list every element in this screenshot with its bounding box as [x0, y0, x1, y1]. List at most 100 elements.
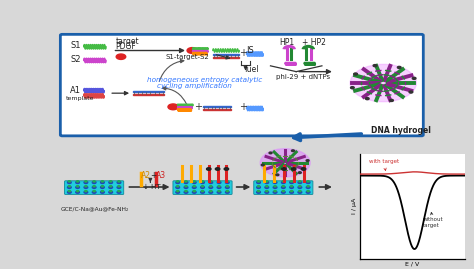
- Circle shape: [261, 164, 264, 166]
- Circle shape: [266, 186, 268, 187]
- Circle shape: [109, 191, 112, 193]
- Circle shape: [299, 181, 301, 182]
- Circle shape: [117, 191, 121, 193]
- Circle shape: [217, 191, 221, 193]
- Circle shape: [176, 181, 180, 183]
- Circle shape: [93, 181, 95, 182]
- Circle shape: [76, 181, 80, 183]
- Circle shape: [266, 190, 268, 192]
- Circle shape: [409, 91, 413, 93]
- Circle shape: [67, 191, 71, 193]
- Circle shape: [210, 186, 212, 187]
- Circle shape: [273, 181, 277, 183]
- Bar: [133, 94, 164, 95]
- Circle shape: [298, 181, 301, 183]
- Circle shape: [85, 190, 87, 192]
- Circle shape: [177, 186, 179, 187]
- Circle shape: [290, 191, 293, 193]
- Circle shape: [93, 186, 95, 187]
- Circle shape: [274, 186, 276, 187]
- Circle shape: [306, 181, 310, 183]
- Circle shape: [226, 181, 228, 182]
- Circle shape: [299, 190, 301, 192]
- Circle shape: [218, 186, 220, 187]
- Circle shape: [177, 181, 179, 182]
- Circle shape: [260, 149, 310, 177]
- Circle shape: [298, 186, 301, 188]
- Text: phi-29 + dNTPs: phi-29 + dNTPs: [276, 74, 330, 80]
- Circle shape: [226, 186, 229, 188]
- Circle shape: [185, 181, 187, 182]
- Circle shape: [257, 181, 260, 183]
- FancyBboxPatch shape: [173, 181, 232, 194]
- Circle shape: [257, 186, 260, 187]
- Text: +: +: [150, 171, 157, 180]
- Circle shape: [68, 190, 71, 192]
- Circle shape: [184, 191, 188, 193]
- Circle shape: [210, 190, 212, 192]
- Circle shape: [201, 186, 204, 188]
- Circle shape: [207, 168, 211, 170]
- Circle shape: [265, 186, 269, 188]
- Circle shape: [226, 191, 229, 193]
- Circle shape: [193, 190, 195, 192]
- Circle shape: [351, 87, 354, 89]
- Text: DNA hydrogel: DNA hydrogel: [371, 126, 431, 134]
- Circle shape: [209, 191, 213, 193]
- Circle shape: [226, 186, 228, 187]
- Circle shape: [282, 181, 284, 182]
- Circle shape: [118, 181, 120, 182]
- Text: A1: A1: [70, 86, 81, 95]
- Text: target: target: [116, 37, 140, 46]
- Circle shape: [215, 168, 220, 170]
- Bar: [133, 91, 164, 92]
- Circle shape: [257, 186, 260, 188]
- Circle shape: [257, 191, 260, 193]
- Text: +: +: [194, 102, 202, 112]
- Text: S2: S2: [70, 55, 81, 64]
- Text: template: template: [66, 97, 94, 101]
- Circle shape: [109, 181, 112, 182]
- Circle shape: [306, 186, 310, 188]
- Circle shape: [265, 191, 269, 193]
- Circle shape: [365, 98, 369, 100]
- Circle shape: [291, 186, 293, 187]
- Circle shape: [84, 191, 88, 193]
- Circle shape: [76, 186, 80, 188]
- Circle shape: [185, 186, 187, 187]
- Circle shape: [273, 186, 277, 188]
- Circle shape: [217, 181, 221, 183]
- Text: HP1: HP1: [279, 38, 294, 47]
- Bar: [213, 57, 239, 58]
- Circle shape: [269, 152, 272, 154]
- Circle shape: [184, 181, 188, 183]
- Text: homogeneous entropy catalytic: homogeneous entropy catalytic: [147, 77, 263, 83]
- Circle shape: [350, 64, 416, 102]
- Circle shape: [306, 191, 310, 193]
- Circle shape: [201, 190, 204, 192]
- Circle shape: [118, 190, 120, 192]
- Circle shape: [109, 181, 112, 183]
- Circle shape: [84, 181, 88, 183]
- Circle shape: [109, 190, 112, 192]
- Circle shape: [118, 186, 120, 187]
- X-axis label: E / V: E / V: [405, 261, 419, 267]
- Circle shape: [307, 190, 309, 192]
- Circle shape: [85, 186, 87, 187]
- Text: +: +: [239, 102, 247, 112]
- Circle shape: [92, 186, 96, 188]
- Bar: [213, 54, 239, 55]
- Text: A2: A2: [141, 171, 151, 180]
- Bar: [203, 106, 231, 107]
- Circle shape: [273, 191, 277, 193]
- Circle shape: [100, 191, 104, 193]
- Circle shape: [299, 186, 301, 187]
- Circle shape: [307, 181, 309, 182]
- Text: GCE/C-Na@Au@Fe-NH₂: GCE/C-Na@Au@Fe-NH₂: [61, 206, 129, 211]
- Circle shape: [201, 191, 204, 193]
- Circle shape: [193, 181, 195, 182]
- Circle shape: [226, 190, 228, 192]
- Circle shape: [185, 190, 187, 192]
- Circle shape: [307, 186, 309, 187]
- Circle shape: [192, 181, 196, 183]
